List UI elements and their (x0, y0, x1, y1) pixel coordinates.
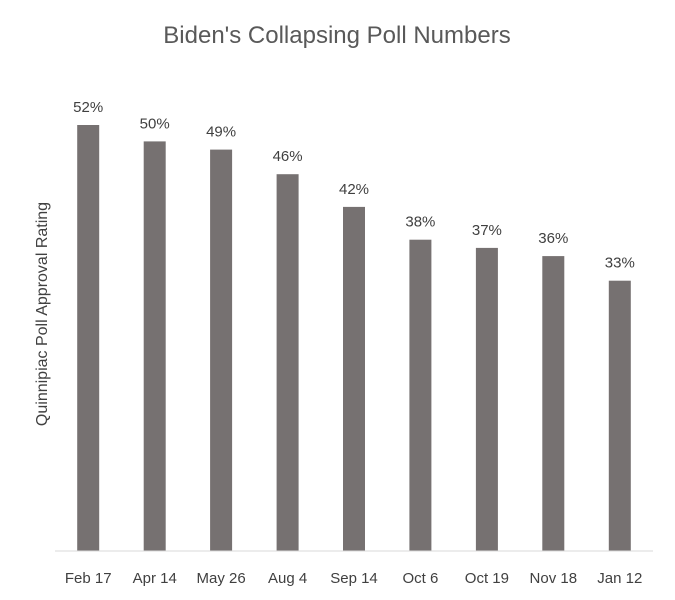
bar (343, 206, 365, 551)
data-labels-group: 52% 50% 49% 46% 42% 38% 37% 36% 33% (73, 99, 635, 272)
x-tick-label: Jan 12 (597, 570, 642, 587)
x-tick-label: Apr 14 (133, 570, 177, 587)
x-tick-label: Sep 14 (330, 570, 378, 587)
bars-group (77, 125, 631, 551)
data-label: 52% (73, 99, 103, 116)
bar (475, 247, 498, 551)
x-tick-label: Nov 18 (530, 570, 578, 587)
data-label: 37% (472, 222, 502, 239)
data-label: 42% (339, 181, 369, 198)
bar (542, 256, 565, 551)
bar (210, 149, 233, 551)
y-axis-title: Quinnipiac Poll Approval Rating (34, 202, 51, 426)
bar (608, 280, 631, 551)
x-tick-label: Feb 17 (65, 570, 112, 587)
data-label: 36% (538, 230, 568, 247)
chart-title: Biden's Collapsing Poll Numbers (163, 22, 510, 49)
x-tick-label: Aug 4 (268, 570, 307, 587)
x-tick-label: Oct 19 (465, 570, 509, 587)
data-label: 38% (405, 214, 435, 231)
bar (143, 141, 166, 551)
bar (276, 174, 299, 551)
bar (77, 125, 100, 551)
x-tick-label: May 26 (196, 570, 245, 587)
x-tick-label: Oct 6 (402, 570, 438, 587)
data-label: 49% (206, 124, 236, 141)
x-tick-labels-group: Feb 17 Apr 14 May 26 Aug 4 Sep 14 Oct 6 Oct 19… (65, 570, 642, 587)
bar (409, 239, 432, 551)
data-label: 33% (605, 255, 635, 272)
data-label: 46% (273, 148, 303, 165)
data-label: 50% (140, 115, 170, 132)
